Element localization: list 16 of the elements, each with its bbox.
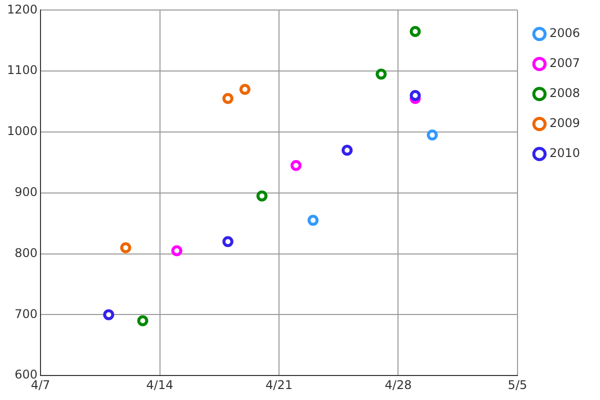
legend-label: 2007 [549, 56, 580, 70]
x-tick-label: 4/14 [146, 378, 174, 392]
x-tick-label: 4/21 [266, 378, 292, 392]
y-tick-label: 800 [14, 246, 38, 260]
y-tick-label: 900 [14, 185, 38, 200]
y-tick-label: 1000 [6, 124, 38, 138]
x-tick-label: 4/28 [384, 378, 412, 392]
y-tick-label: 700 [14, 306, 38, 321]
y-tick-label: 1200 [6, 2, 38, 16]
y-tick-label: 1100 [6, 63, 38, 78]
legend-label: 2010 [549, 146, 580, 160]
x-tick-label: 5/5 [508, 378, 528, 392]
legend-label: 2009 [549, 116, 580, 130]
legend-label: 2008 [549, 86, 580, 100]
x-tick-label: 4/7 [30, 378, 50, 392]
legend-label: 2006 [549, 26, 580, 40]
